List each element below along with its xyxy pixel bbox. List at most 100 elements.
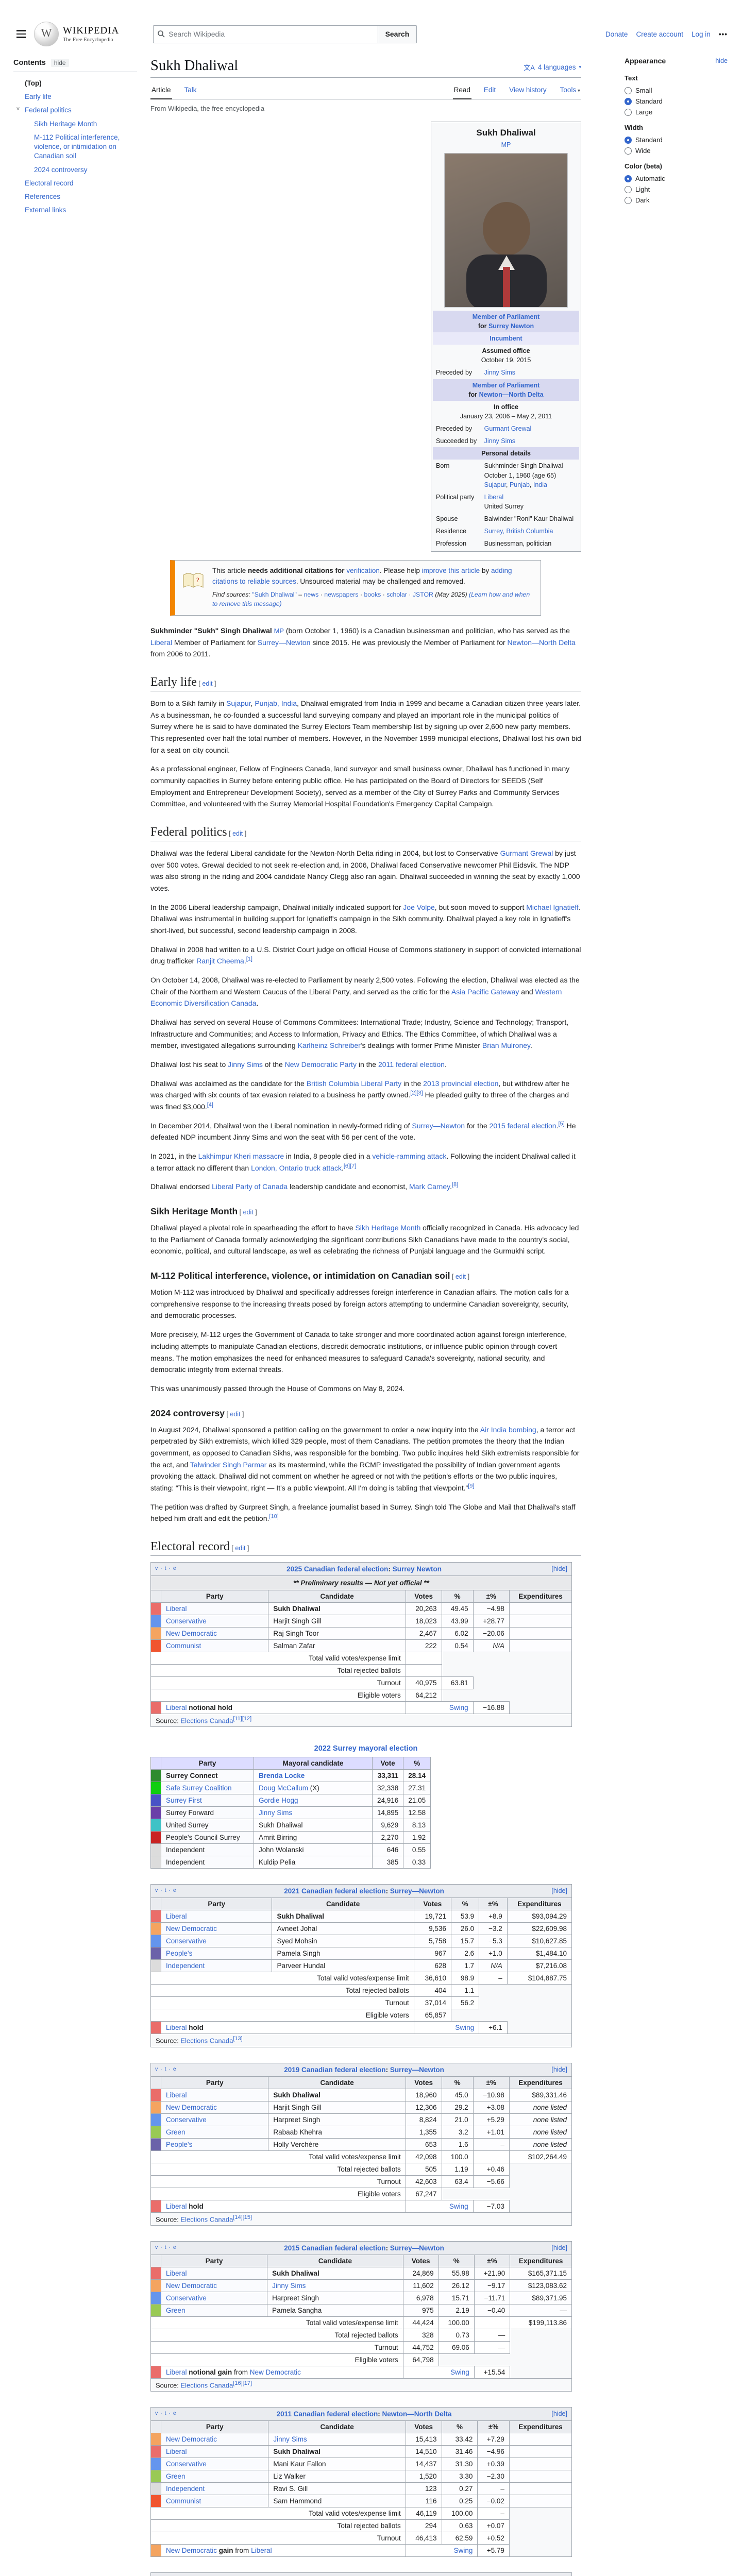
link[interactable]: 2013 provincial election: [423, 1079, 499, 1088]
reference-superscript[interactable]: [8]: [451, 1181, 459, 1188]
link[interactable]: Liberal: [484, 493, 504, 501]
hide-button[interactable]: [hide]: [551, 2244, 567, 2251]
hide-button[interactable]: [hide]: [551, 2065, 567, 2073]
radio-option-light[interactable]: Light: [625, 184, 728, 195]
toc-item[interactable]: M-112 Political interference, violence, …: [13, 131, 137, 163]
toc-item[interactable]: (Top): [25, 79, 42, 87]
toc-link[interactable]: 2024 controversy: [34, 165, 88, 174]
vte-links[interactable]: v · t · e: [155, 2065, 177, 2072]
edit-link[interactable]: edit: [455, 1273, 466, 1281]
swing-link[interactable]: Swing: [455, 2024, 475, 2032]
toc-link[interactable]: External links: [25, 206, 66, 214]
radio-option-large[interactable]: Large: [625, 107, 728, 117]
link[interactable]: Talwinder Singh Parmar: [190, 1460, 267, 1469]
link[interactable]: (Learn how and when to remove this messa…: [212, 590, 530, 608]
link[interactable]: People's: [166, 1950, 193, 1958]
vte-links[interactable]: v · t · e: [155, 2410, 177, 2417]
riding-link[interactable]: Surrey—Newton: [390, 2244, 444, 2252]
toc-link[interactable]: Sikh Heritage Month: [34, 120, 97, 128]
link[interactable]: MP: [274, 626, 284, 635]
link[interactable]: Elections Canada: [180, 2215, 233, 2223]
radio-icon[interactable]: [625, 108, 632, 116]
link[interactable]: improve this article: [421, 567, 480, 575]
link[interactable]: People's: [166, 2140, 193, 2148]
radio-option-wide[interactable]: Wide: [625, 145, 728, 156]
reference-superscript[interactable]: [6][7]: [343, 1163, 357, 1170]
link[interactable]: Elections Canada: [180, 2037, 233, 2045]
link[interactable]: Jinny Sims: [484, 437, 516, 445]
radio-icon[interactable]: [625, 196, 632, 204]
link[interactable]: Asia Pacific Gateway: [451, 987, 519, 996]
link[interactable]: Incumbent: [490, 335, 522, 343]
link[interactable]: Green: [166, 2472, 185, 2481]
link[interactable]: Liberal: [166, 2368, 187, 2376]
radio-option-standard[interactable]: Standard: [625, 96, 728, 107]
link[interactable]: New Democratic: [166, 2103, 217, 2111]
link[interactable]: Punjab: [509, 481, 530, 488]
tab-read[interactable]: Read: [452, 83, 471, 99]
election-link[interactable]: 2025 Canadian federal election: [286, 1565, 389, 1573]
vte-links[interactable]: v · t · e: [155, 2244, 177, 2250]
toc-link[interactable]: M-112 Political interference, violence, …: [34, 133, 120, 160]
link[interactable]: Communist: [166, 2497, 201, 2505]
tab-tools[interactable]: Tools ▾: [560, 86, 580, 94]
toc-item[interactable]: Electoral record: [13, 177, 137, 190]
link[interactable]: Sikh Heritage Month: [355, 1224, 421, 1232]
radio-icon[interactable]: [625, 147, 632, 155]
link[interactable]: books: [364, 590, 381, 598]
link[interactable]: Gurmant Grewal: [484, 425, 532, 433]
election-link[interactable]: 2019 Canadian federal election: [284, 2065, 386, 2074]
search-button[interactable]: Search: [377, 25, 417, 43]
link[interactable]: adding citations to reliable sources: [212, 567, 512, 585]
link[interactable]: 2011 federal election: [378, 1060, 445, 1069]
link[interactable]: Liberal: [166, 1912, 187, 1921]
reference-superscript[interactable]: [14][15]: [233, 2214, 252, 2221]
link[interactable]: London, Ontario truck attack: [251, 1163, 342, 1172]
link[interactable]: Jinny Sims: [484, 369, 516, 377]
link[interactable]: Newton—North Delta: [507, 638, 576, 647]
link[interactable]: Gordie Hogg: [259, 1797, 298, 1805]
search-input[interactable]: [168, 30, 374, 38]
radio-option-dark[interactable]: Dark: [625, 195, 728, 206]
reference-superscript[interactable]: [1]: [246, 956, 252, 962]
edit-link[interactable]: edit: [202, 680, 213, 687]
link[interactable]: news: [303, 590, 319, 598]
radio-option-standard[interactable]: Standard: [625, 134, 728, 145]
link[interactable]: Surrey Newton: [488, 322, 534, 330]
link[interactable]: New Democratic: [166, 1629, 217, 1637]
link[interactable]: Member of Parliament: [472, 381, 540, 389]
link[interactable]: New Democratic: [166, 2547, 217, 2555]
hide-button[interactable]: [hide]: [551, 1565, 567, 1572]
link[interactable]: Communist: [166, 1641, 201, 1650]
link[interactable]: Brian Mulroney: [482, 1041, 530, 1050]
link[interactable]: Conservative: [166, 1937, 207, 1945]
log-in-link[interactable]: Log in: [692, 30, 711, 38]
link[interactable]: JSTOR: [412, 590, 433, 598]
toc-item[interactable]: Early life: [13, 90, 137, 104]
link[interactable]: Jinny Sims: [228, 1060, 263, 1069]
radio-option-small[interactable]: Small: [625, 85, 728, 96]
edit-link[interactable]: edit: [232, 830, 243, 837]
radio-icon[interactable]: [625, 136, 632, 144]
link[interactable]: Newton—North Delta: [479, 391, 544, 398]
edit-link[interactable]: edit: [235, 1544, 246, 1552]
link[interactable]: Surrey First: [166, 1797, 202, 1805]
reference-superscript[interactable]: [11][12]: [233, 1715, 252, 1722]
link[interactable]: New Democratic: [166, 2435, 217, 2444]
infobox-mp-link[interactable]: MP: [501, 141, 511, 148]
link[interactable]: Independent: [166, 2485, 205, 2493]
radio-option-automatic[interactable]: Automatic: [625, 173, 728, 184]
riding-link[interactable]: Surrey Newton: [392, 1565, 442, 1573]
link[interactable]: vehicle-ramming attack: [372, 1152, 447, 1161]
link[interactable]: Brenda Locke: [259, 1772, 305, 1780]
language-selector-button[interactable]: 文A 4 languages ▾: [524, 63, 581, 72]
link[interactable]: Surrey—Newton: [257, 638, 311, 647]
link[interactable]: British Columbia Liberal Party: [306, 1079, 402, 1088]
link[interactable]: 2015 federal election: [489, 1121, 556, 1130]
toc-item[interactable]: External links: [13, 204, 137, 217]
link[interactable]: Western Economic Diversification Canada: [150, 987, 562, 1008]
link[interactable]: New Democratic: [249, 2368, 301, 2376]
link[interactable]: Conservative: [166, 2460, 207, 2468]
swing-link[interactable]: Swing: [453, 2547, 473, 2555]
riding-link[interactable]: Surrey—Newton: [390, 2065, 444, 2074]
